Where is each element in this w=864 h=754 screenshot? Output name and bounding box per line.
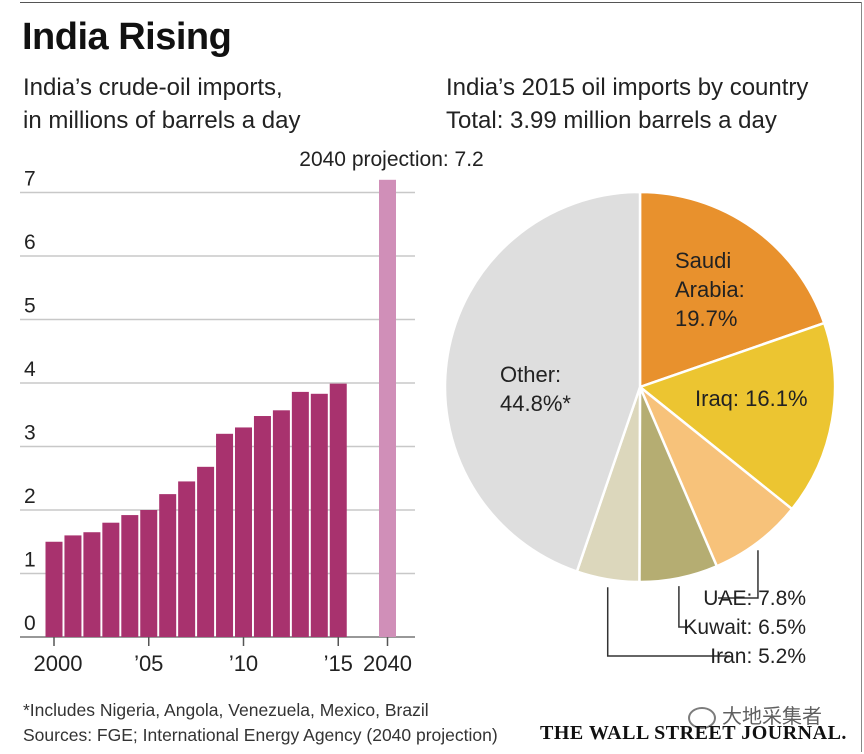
- pie-chart-subtitle-line-1: India’s 2015 oil imports by country: [446, 74, 809, 101]
- x-tick-label-15: ’15: [324, 651, 353, 676]
- pie-slice-iraq: [637, 321, 837, 511]
- bar-2003: [102, 522, 120, 637]
- watermark-icon: [688, 706, 716, 729]
- pie-label-iraq-1: Iraq: 16.1%: [695, 386, 808, 411]
- bar-2011: [253, 416, 271, 637]
- bar-chart-subtitle-line-1: India’s crude-oil imports,: [23, 74, 283, 101]
- bar-2014: [310, 393, 328, 637]
- y-tick-label-1: 1: [24, 549, 36, 572]
- right-rule: [861, 2, 862, 752]
- pie-label-saudi-arabia-3: 19.7%: [675, 306, 737, 331]
- pie-chart-subtitle: India’s 2015 oil imports by country Tota…: [446, 71, 808, 137]
- y-tick-label-3: 3: [24, 422, 36, 445]
- bar-2001: [64, 535, 82, 637]
- pie-chart-subtitle-line-2: Total: 3.99 million barrels a day: [446, 107, 777, 134]
- bar-2012: [272, 410, 290, 637]
- y-tick-label-2: 2: [24, 485, 36, 508]
- bar-chart-subtitle-line-2: in millions of barrels a day: [23, 107, 301, 134]
- x-tick-label-05: ’05: [134, 651, 163, 676]
- pie-slice-uae: [638, 386, 794, 568]
- pie-label-kuwait: Kuwait: 6.5%: [683, 616, 806, 639]
- chart-title: India Rising: [22, 16, 232, 58]
- pie-label-uae: UAE: 7.8%: [703, 587, 806, 610]
- x-tick-label-2000: 2000: [34, 651, 83, 676]
- pie-slice-other: [443, 190, 642, 574]
- bar-2007: [178, 481, 196, 637]
- leader-line-kuwait: [678, 586, 688, 628]
- bar-chart-subtitle: India’s crude-oil imports, in millions o…: [23, 71, 300, 137]
- x-tick-label-10: ’10: [229, 651, 258, 676]
- bar-2005: [140, 510, 158, 637]
- bar-2040-projection: [379, 179, 396, 638]
- pie-label-other-2: 44.8%*: [500, 391, 571, 416]
- y-tick-label-6: 6: [24, 231, 36, 254]
- pie-label-other-1: Other:: [500, 362, 561, 387]
- bar-2015: [329, 383, 347, 637]
- watermark: 大地采集者: [688, 700, 822, 729]
- top-rule: [20, 2, 862, 3]
- footnote: *Includes Nigeria, Angola, Venezuela, Me…: [23, 700, 429, 720]
- bar-2006: [159, 494, 177, 637]
- pie-label-iran: Iran: 5.2%: [710, 645, 806, 668]
- y-tick-label-5: 5: [24, 295, 36, 318]
- bar-2000: [45, 541, 63, 637]
- y-tick-label-4: 4: [24, 358, 36, 381]
- pie-label-saudi-arabia-1: Saudi: [675, 248, 731, 273]
- y-tick-label-0: 0: [24, 612, 36, 635]
- watermark-text: 大地采集者: [722, 706, 822, 728]
- projection-label: 2040 projection: 7.2: [299, 148, 483, 171]
- pie-label-saudi-arabia-2: Arabia:: [675, 277, 745, 302]
- y-tick-label-7: 7: [24, 168, 36, 191]
- bar-2013: [291, 391, 309, 637]
- publisher-logo: THE WALL STREET JOURNAL.: [540, 722, 847, 744]
- bar-2009: [216, 433, 234, 637]
- leader-line-iran: [606, 587, 730, 657]
- sources-note: Sources: FGE; International Energy Agenc…: [23, 725, 498, 745]
- bar-2010: [235, 427, 252, 637]
- leader-line-uae: [718, 550, 759, 599]
- bar-2008: [197, 466, 215, 637]
- bar-2002: [83, 532, 101, 637]
- x-tick-label-2040: 2040: [363, 651, 412, 676]
- bar-2004: [121, 515, 139, 637]
